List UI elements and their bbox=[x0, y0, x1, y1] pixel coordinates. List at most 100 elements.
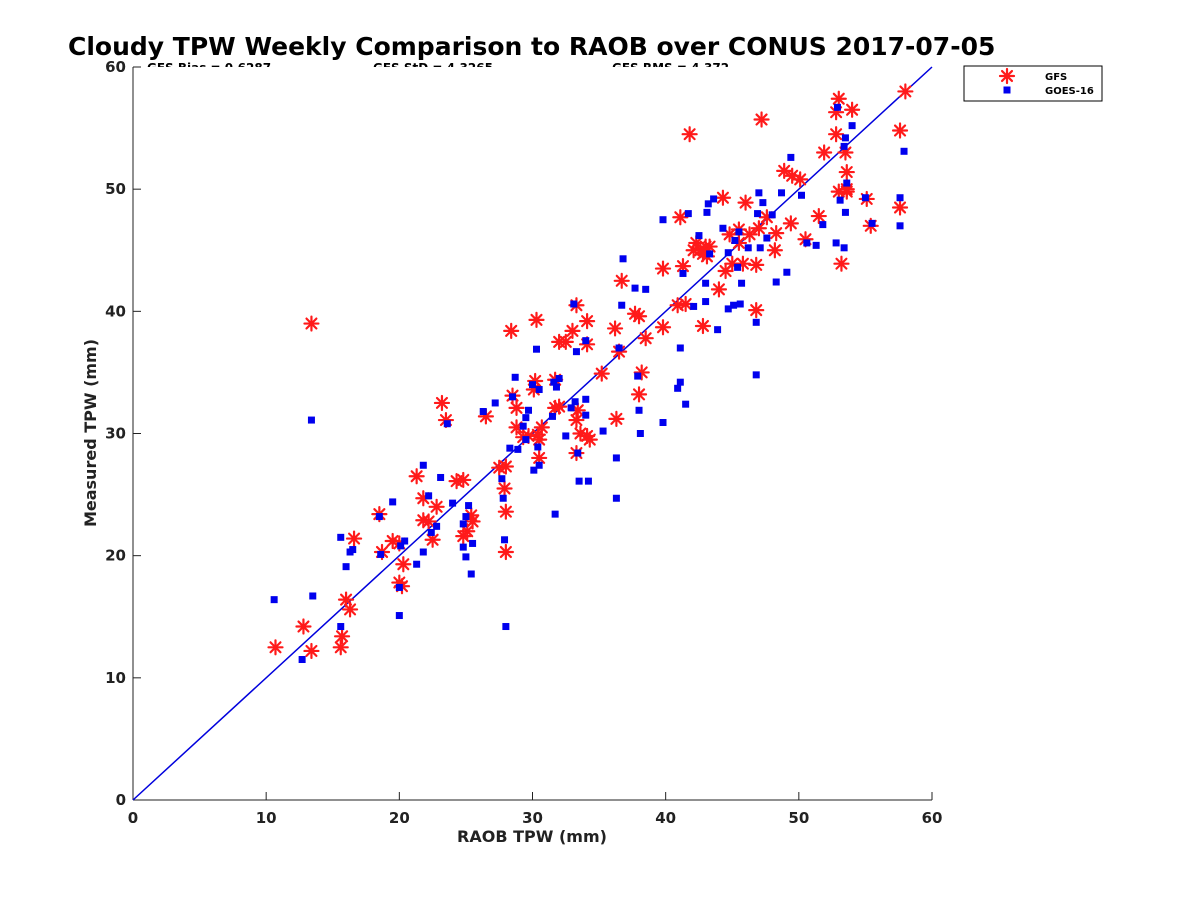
goes16-point bbox=[582, 395, 590, 403]
x-tick-label: 10 bbox=[256, 809, 277, 827]
goes16-point bbox=[735, 228, 743, 236]
goes16-point bbox=[552, 383, 560, 391]
gfs-point bbox=[497, 543, 514, 561]
goes16-point bbox=[459, 520, 467, 528]
gfs-point bbox=[345, 530, 363, 547]
gfs-point bbox=[810, 207, 827, 225]
gfs-point bbox=[837, 144, 854, 161]
goes16-point bbox=[714, 326, 722, 334]
gfs-point bbox=[395, 556, 412, 573]
gfs-point bbox=[694, 317, 712, 335]
goes16-point bbox=[684, 210, 692, 218]
gfs-point bbox=[295, 618, 312, 635]
goes16-point bbox=[787, 153, 795, 161]
goes16-point bbox=[642, 285, 650, 293]
goes16-point bbox=[519, 422, 527, 430]
goes16-point bbox=[506, 444, 514, 452]
goes16-point bbox=[763, 234, 771, 242]
goes16-point bbox=[706, 250, 714, 258]
goes16-point bbox=[469, 539, 477, 547]
goes16-point bbox=[522, 414, 530, 422]
gfs-point bbox=[420, 513, 437, 530]
goes16-point bbox=[619, 255, 627, 263]
x-tick-label: 50 bbox=[788, 809, 809, 827]
y-axis-label: Measured TPW (mm) bbox=[81, 339, 100, 527]
gfs-point bbox=[833, 255, 850, 272]
goes16-point bbox=[459, 543, 467, 551]
goes16-point bbox=[812, 241, 820, 249]
goes16-point bbox=[724, 305, 732, 313]
goes16-point bbox=[702, 279, 710, 287]
gfs-point bbox=[557, 333, 574, 350]
gfs-point bbox=[503, 322, 520, 339]
goes16-point bbox=[659, 216, 667, 224]
goes16-point bbox=[584, 477, 592, 485]
goes16-point bbox=[752, 318, 760, 326]
y-tick-label: 0 bbox=[116, 791, 126, 809]
gfs-point bbox=[830, 90, 847, 107]
goes16-point bbox=[734, 263, 742, 271]
gfs-point bbox=[608, 410, 625, 427]
goes16-point bbox=[738, 279, 746, 287]
gfs-point bbox=[455, 471, 472, 489]
goes16-point bbox=[703, 208, 711, 216]
x-tick-label: 30 bbox=[522, 809, 543, 827]
goes16-point bbox=[462, 553, 470, 561]
goes16-point bbox=[724, 249, 732, 257]
goes16-point bbox=[337, 533, 345, 541]
gfs-point bbox=[748, 256, 765, 274]
goes16-point bbox=[377, 550, 385, 558]
goes16-point bbox=[491, 399, 499, 407]
gfs-point bbox=[496, 480, 513, 497]
gfs-point bbox=[897, 83, 914, 100]
gfs-point bbox=[613, 272, 630, 289]
goes16-point bbox=[612, 454, 620, 462]
goes16-point bbox=[756, 244, 764, 252]
x-tick-label: 60 bbox=[922, 809, 943, 827]
goes16-point bbox=[342, 563, 350, 571]
gfs-point bbox=[681, 126, 698, 143]
gfs-point bbox=[497, 503, 514, 520]
chart-title: Cloudy TPW Weekly Comparison to RAOB ove… bbox=[68, 32, 995, 61]
goes16-point bbox=[836, 196, 844, 204]
goes16-point bbox=[819, 221, 827, 229]
goes16-point bbox=[772, 278, 780, 286]
goes16-point bbox=[535, 386, 543, 394]
gfs-point bbox=[267, 639, 284, 656]
goes16-point bbox=[562, 432, 570, 440]
gfs-point bbox=[792, 171, 809, 188]
gfs-point bbox=[564, 322, 581, 339]
goes16-point bbox=[550, 378, 558, 386]
goes16-point bbox=[803, 239, 811, 247]
y-tick-label: 10 bbox=[105, 669, 126, 687]
goes16-point bbox=[532, 345, 540, 353]
goes16-point bbox=[759, 199, 767, 207]
x-tick-label: 0 bbox=[128, 809, 138, 827]
y-tick-label: 50 bbox=[105, 180, 126, 198]
gfs-point bbox=[672, 209, 689, 226]
goes16-point bbox=[615, 344, 623, 352]
y-tick-label: 60 bbox=[105, 58, 126, 76]
goes16-point bbox=[570, 300, 578, 308]
goes16-point bbox=[896, 222, 904, 230]
gfs-point bbox=[531, 449, 548, 467]
gfs-point bbox=[408, 468, 425, 485]
gfs-point bbox=[843, 101, 861, 118]
gfs-point bbox=[768, 225, 785, 242]
gfs-point bbox=[428, 498, 445, 515]
goes16-point bbox=[634, 372, 642, 380]
goes16-point bbox=[868, 219, 876, 227]
y-tick-label: 30 bbox=[105, 425, 126, 443]
gfs-point bbox=[606, 320, 624, 337]
goes16-point bbox=[413, 560, 421, 568]
goes16-point bbox=[679, 269, 687, 277]
y-tick-label: 20 bbox=[105, 547, 126, 565]
gfs-point bbox=[332, 639, 349, 656]
goes16-point bbox=[618, 301, 626, 309]
goes16-point bbox=[659, 419, 667, 427]
goes16-point bbox=[437, 473, 445, 481]
gfs-point bbox=[654, 319, 672, 336]
gfs-point bbox=[737, 194, 754, 211]
gfs-point bbox=[341, 601, 359, 618]
